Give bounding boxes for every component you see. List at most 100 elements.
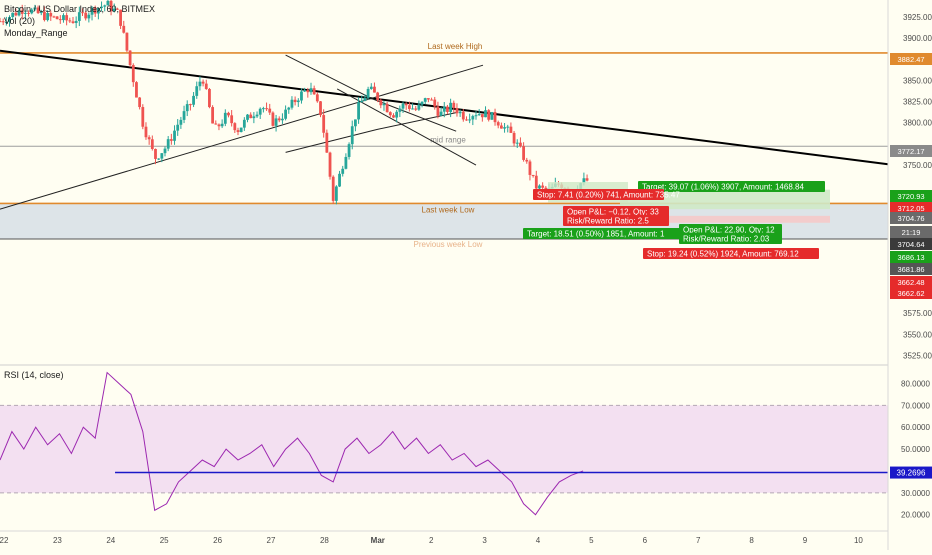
candle-body: [296, 100, 300, 103]
trade-label-text: Stop: 19.24 (0.52%) 1924, Amount: 769.12: [647, 250, 799, 259]
candle-body: [417, 104, 421, 110]
candle-body: [493, 112, 497, 123]
candle-body: [160, 153, 164, 159]
candle-body: [128, 50, 132, 66]
candle-body: [477, 114, 481, 116]
price-tag-text: 3662.62: [897, 289, 924, 298]
time-tick-label: 27: [267, 536, 276, 545]
monday-range-indicator-label[interactable]: Monday_Range: [4, 28, 68, 38]
price-tick-label: 3850.00: [903, 76, 932, 85]
price-tag: [890, 190, 932, 202]
candle-body: [93, 7, 97, 14]
candle-body: [420, 101, 424, 105]
candle-body: [39, 11, 43, 14]
candle-body: [90, 7, 94, 15]
candle-body: [52, 16, 56, 18]
candle-body: [484, 110, 487, 118]
candle-body: [411, 108, 414, 110]
candle-body: [100, 6, 103, 8]
candle-body: [449, 102, 453, 112]
price-tag-text: 3662.48: [897, 278, 924, 287]
ascending-trend-line: [0, 64, 484, 210]
candle-body: [474, 115, 478, 117]
rsi-tick-label: 50.0000: [901, 445, 930, 454]
candle-body: [8, 16, 11, 23]
candle-body: [103, 5, 107, 7]
candle-body: [0, 21, 2, 23]
candle-body: [430, 99, 433, 101]
price-tag: [890, 251, 932, 263]
candle-body: [112, 8, 116, 12]
candle-body: [217, 124, 221, 127]
symbol-title[interactable]: Bitcoin / US Dollar Index, 60, BITMEX: [4, 4, 156, 14]
candle-body: [125, 32, 129, 51]
price-tag: [890, 145, 932, 157]
time-tick-label: 2: [429, 536, 434, 545]
candle-body: [255, 114, 259, 117]
candle-body: [373, 86, 376, 93]
candle-body: [58, 19, 62, 21]
candle-body: [442, 106, 446, 112]
candle-body: [490, 112, 494, 120]
candle-body: [198, 81, 202, 87]
candle-body: [223, 112, 227, 124]
rsi-series: [0, 371, 888, 516]
candle-body: [354, 119, 357, 127]
rsi-title[interactable]: RSI (14, close): [4, 370, 64, 380]
candle-body: [312, 88, 316, 95]
rsi-tick-label: 30.0000: [901, 489, 930, 498]
candle-body: [81, 12, 84, 14]
level-label-3: Previous week Low: [414, 240, 483, 249]
time-tick-label: 6: [643, 536, 648, 545]
candle-body: [144, 126, 148, 138]
candle-body: [55, 16, 59, 20]
time-tick-label: 22: [0, 536, 9, 545]
price-tag-text: 21:19: [902, 228, 921, 237]
candle-body: [1, 21, 5, 23]
candle-body: [141, 107, 145, 127]
rsi-tick-label: 20.0000: [901, 511, 930, 520]
triangle-line-upper: [285, 54, 457, 132]
candle-body: [271, 112, 275, 126]
candle-body: [36, 7, 40, 14]
candle-body: [84, 12, 88, 19]
candle-body: [147, 137, 151, 140]
candle-body: [461, 111, 465, 120]
candle-body: [468, 119, 472, 121]
candle-body: [534, 175, 538, 189]
candle-body: [284, 109, 287, 119]
price-tag: [890, 276, 932, 288]
trade-label-text: Risk/Reward Ratio: 2.03: [683, 235, 770, 244]
candle-body: [230, 115, 234, 124]
trade-label-text: Target: 18.51 (0.50%) 1851, Amount: 1: [527, 230, 665, 239]
candle-body: [369, 86, 373, 89]
volume-indicator-label[interactable]: Vol (20): [4, 16, 36, 26]
rsi-value-tag: [890, 466, 932, 479]
candle-body: [423, 98, 427, 102]
candle-body: [46, 13, 49, 21]
candle-body: [96, 7, 100, 14]
candle-body: [338, 173, 341, 187]
candle-body: [20, 10, 24, 14]
time-tick-label: 23: [53, 536, 62, 545]
candle-body: [166, 139, 170, 149]
candle-body: [395, 111, 399, 118]
candle-body: [74, 20, 78, 23]
candle-body: [471, 116, 475, 120]
candle-body: [4, 22, 8, 24]
price-tick-label: 3550.00: [903, 330, 932, 339]
rsi-tick-label: 80.0000: [901, 379, 930, 388]
candle-body: [150, 139, 154, 149]
candle-body: [287, 107, 291, 110]
time-tick-label: 24: [106, 536, 115, 545]
trade-label-box: [563, 206, 669, 217]
candle-body: [446, 106, 449, 112]
candle-body: [439, 111, 443, 116]
price-tick-label: 3575.00: [903, 309, 932, 318]
time-tick-label: 5: [589, 536, 594, 545]
candle-body: [322, 115, 326, 133]
candle-body: [290, 99, 294, 108]
candle-body: [122, 25, 126, 33]
time-tick-label: 26: [213, 536, 222, 545]
